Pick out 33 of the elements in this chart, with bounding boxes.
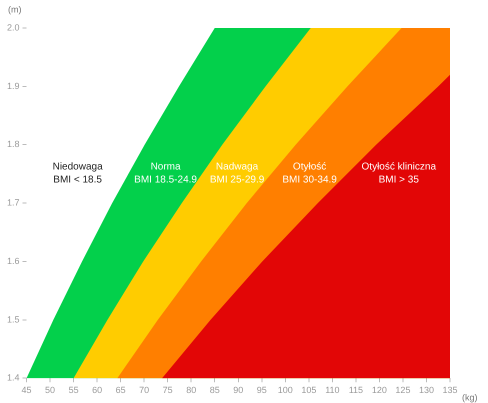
x-tick-label: 50 [45, 385, 56, 396]
x-tick-label: 125 [395, 385, 410, 396]
x-tick-label: 85 [210, 385, 220, 396]
y-tick-label: 1.6 [6, 256, 20, 266]
x-tick-label: 100 [278, 385, 293, 396]
y-tick-label: 1.4 [6, 372, 20, 383]
x-tick-label: 95 [256, 385, 267, 396]
x-tick-label: 45 [22, 385, 32, 396]
y-axis-title: (m) [8, 4, 22, 14]
x-tick-label: 110 [325, 385, 340, 396]
y-tick-label: 1.7 [6, 198, 20, 208]
series-label: Nadwaga BMI 25-29.9 [210, 162, 265, 186]
annotation: Niedowaga BMI < 18.5 [52, 162, 104, 186]
y-tick-label: 1.9 [6, 80, 20, 91]
x-axis-title: (kg) [462, 392, 478, 403]
x-tick-label: 80 [186, 385, 196, 396]
y-tick-label: 1.8 [6, 139, 20, 150]
x-tick-label: 120 [372, 385, 387, 396]
x-tick-label: 115 [348, 385, 364, 396]
y-tick-label: 1.5 [6, 314, 20, 324]
x-tick-label: 130 [418, 385, 434, 396]
x-tick-label: 65 [116, 385, 126, 396]
x-tick-label: 90 [233, 385, 244, 396]
series-label: Otyłość BMI 30-34.9 [282, 162, 338, 186]
series-label: Otyłość kliniczna BMI > 35 [362, 162, 436, 186]
x-tick-label: 105 [301, 385, 316, 396]
x-tick-label: 60 [92, 385, 102, 396]
series-label: Norma BMI 18.5-24.9 [134, 162, 198, 186]
x-tick-label: 55 [68, 385, 79, 396]
y-tick-label: 2.0 [6, 22, 20, 32]
x-tick-label: 70 [139, 385, 150, 396]
x-tick-label: 135 [442, 385, 458, 396]
x-tick-label: 75 [162, 385, 173, 396]
